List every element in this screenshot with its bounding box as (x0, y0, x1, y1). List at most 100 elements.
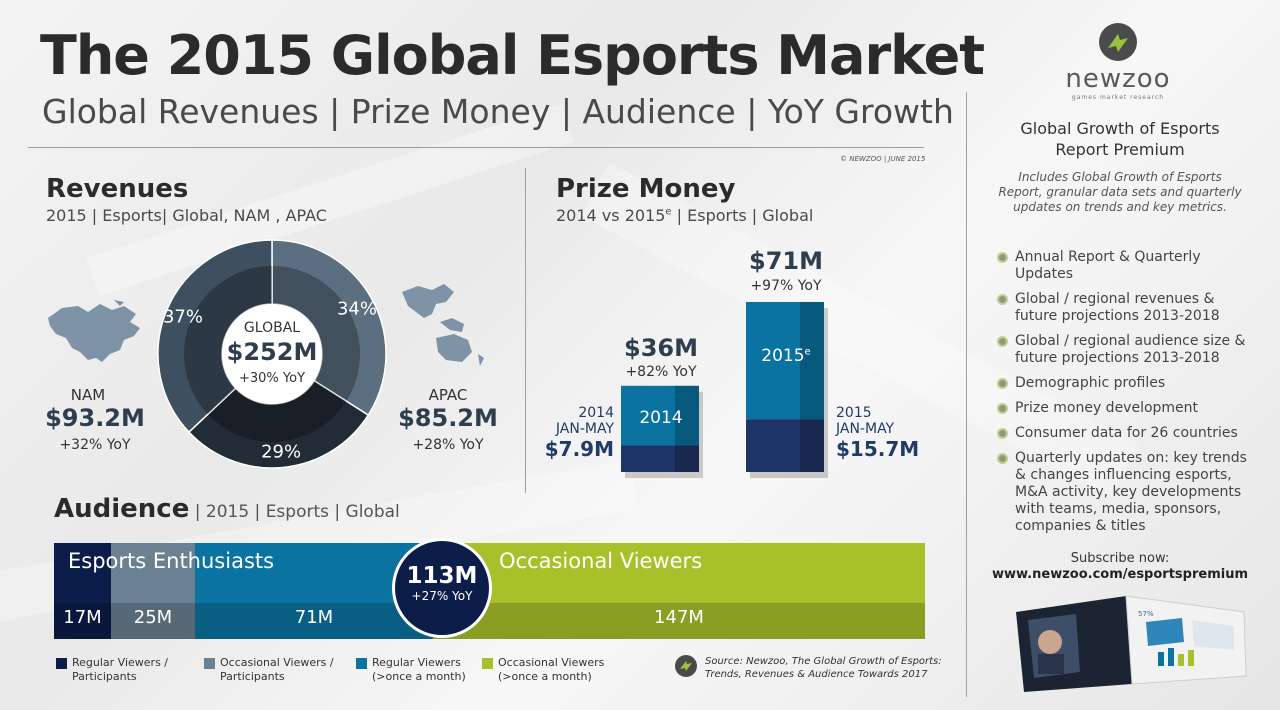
audience-value-label: 71M (294, 607, 334, 628)
legend-swatch (56, 658, 67, 669)
nam-yoy: +32% YoY (59, 437, 131, 453)
newzoo-logo-small-icon (675, 655, 697, 677)
audience-segment-shade (433, 603, 925, 639)
sidebar-feature-item: Global / regional audience size & future… (997, 333, 1255, 367)
audience-title: Audience (54, 494, 190, 524)
prize-2015-period: 2015 JAN-MAY $15.7M (836, 405, 920, 461)
report-preview-image: 57% (1016, 595, 1247, 692)
brand-name: newzoo (1065, 64, 1171, 94)
sidebar-feature-item: Demographic profiles (997, 375, 1255, 392)
prize-bar-side-2014 (675, 385, 699, 472)
apac-map-icon (402, 284, 484, 366)
bullet-icon (997, 336, 1008, 347)
prize-2014-bar-label: 2014 (639, 408, 683, 428)
global-yoy: +30% YoY (238, 371, 306, 386)
prize-bar-chart (621, 301, 828, 478)
sidebar-description: Includes Global Growth of Esports Report… (998, 170, 1242, 214)
audience-subtitle: | 2015 | Esports | Global (189, 502, 400, 522)
legend-swatch (356, 658, 367, 669)
legend-swatch (204, 658, 215, 669)
prize-2015-bar-label: 2015e (761, 346, 811, 366)
sidebar-feature-item: Global / regional revenues & future proj… (997, 291, 1255, 325)
apac-label: APAC (428, 386, 468, 404)
audience-segment-1: 25M (111, 543, 195, 639)
audience-total-circle: 113M +27% YoY (392, 538, 492, 638)
brand-tagline: games market research (1071, 94, 1165, 101)
legend-item-3: Occasional Viewers (>once a month) (482, 656, 604, 684)
sidebar-divider (966, 92, 967, 697)
nam-label: NAM (70, 386, 106, 404)
audience-legend: Regular Viewers / Participants Occasional … (56, 656, 616, 692)
donut-label-nam: 37% (163, 306, 203, 327)
occasional-label: Occasional Viewers (499, 549, 703, 573)
bullet-icon (997, 378, 1008, 389)
bullet-icon (997, 453, 1008, 464)
audience-heading: Audience | 2015 | Esports | Global (54, 494, 400, 524)
nam-value: $93.2M (45, 404, 145, 432)
nam-map-icon (48, 300, 140, 362)
subscribe-link[interactable]: www.newzoo.com/esportspremium (991, 567, 1248, 582)
donut-inner-band-apac (272, 266, 361, 402)
prize-bar-2014 (621, 385, 699, 446)
donut-inner-band-rest (207, 380, 347, 442)
page-title: The 2015 Global Esports Market (40, 24, 985, 87)
audience-segment-shade (111, 603, 195, 639)
revenues-subtitle: 2015 | Esports| Global, NAM , APAC (46, 206, 327, 225)
prize-bar-2015e (746, 301, 824, 420)
audience-value-label: 25M (133, 607, 173, 628)
bullet-icon (997, 252, 1008, 263)
legend-text: Occasional Viewers (>once a month) (498, 656, 605, 683)
legend-text: Occasional Viewers / Participants (220, 656, 334, 683)
audience-segment-3: 147M (433, 543, 925, 639)
bullet-icon (997, 294, 1008, 305)
donut-center (222, 304, 322, 404)
legend-item-1: Occasional Viewers / Participants (204, 656, 334, 684)
revenues-title: Revenues (46, 174, 189, 204)
prize-2015-total: $71M (749, 247, 823, 275)
report-stat: 57% (1138, 610, 1154, 618)
sidebar-feature-list: Annual Report & Quarterly Updates Global … (997, 249, 1255, 543)
apac-yoy: +28% YoY (412, 437, 484, 453)
prize-2015-yoy: +97% YoY (750, 278, 822, 294)
global-value: $252M (226, 338, 318, 366)
legend-swatch (482, 658, 493, 669)
newzoo-logo-icon (1099, 23, 1137, 61)
sidebar-feature-item: Annual Report & Quarterly Updates (997, 249, 1255, 283)
donut-label-apac: 34% (337, 298, 377, 319)
source-note: Source: Newzoo, The Global Growth of Esp… (705, 656, 942, 680)
audience-value-label: 147M (654, 607, 704, 628)
prize-2014-yoy: +82% YoY (625, 364, 697, 380)
legend-item-0: Regular Viewers / Participants (56, 656, 168, 684)
prize-subtitle: 2014 vs 2015e | Esports | Global (556, 206, 814, 225)
revenue-donut-chart: 34% 29% 37% (157, 239, 387, 469)
audience-value-label: 17M (63, 607, 102, 628)
sidebar-feature-item: Quarterly updates on: key trends & chang… (997, 450, 1255, 535)
credit-line: © NEWZOO | JUNE 2015 (840, 155, 926, 163)
donut-label-rest: 29% (261, 442, 301, 463)
bullet-icon (997, 428, 1008, 439)
prize-bar-janmay-2015e (746, 419, 824, 472)
sidebar-feature-item: Consumer data for 26 countries (997, 425, 1255, 442)
prize-2014-period: 2014 JAN-MAY $7.9M (544, 405, 614, 461)
prize-bar-janmay-2014 (621, 445, 699, 472)
page-subtitle: Global Revenues | Prize Money | Audience… (42, 92, 954, 131)
legend-text: Regular Viewers / Participants (72, 656, 169, 683)
audience-total: 113M (406, 563, 478, 589)
audience-segment-shade (54, 603, 111, 639)
audience-segment-shade (195, 603, 433, 639)
audience-total-yoy: +27% YoY (411, 589, 473, 603)
sidebar-heading: Global Growth of Esports Report Premium (1020, 119, 1220, 159)
subscribe-label: Subscribe now: (1070, 551, 1170, 566)
donut-inner-band-nam (184, 266, 272, 415)
prize-title: Prize Money (556, 174, 736, 204)
sidebar-feature-item: Prize money development (997, 400, 1255, 417)
header-divider (28, 147, 924, 148)
prize-bar-side-2015e (800, 301, 824, 472)
legend-item-2: Regular Viewers (>once a month) (356, 656, 466, 684)
prize-2014-total: $36M (624, 334, 698, 362)
audience-segment-0: 17M (54, 543, 111, 639)
legend-text: Regular Viewers (>once a month) (372, 656, 466, 683)
enthusiasts-label: Esports Enthusiasts (68, 549, 275, 573)
section-divider (525, 168, 526, 493)
bullet-icon (997, 403, 1008, 414)
